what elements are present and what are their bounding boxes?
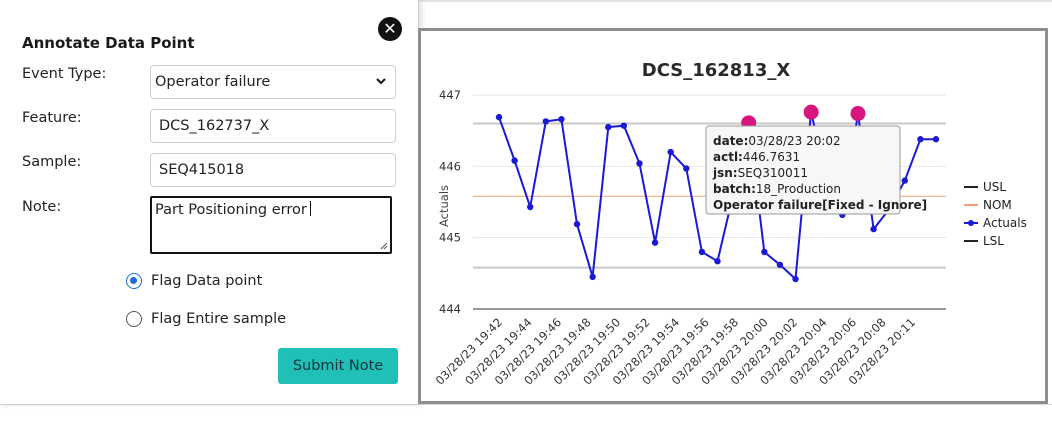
legend-label: USL <box>983 180 1006 194</box>
y-tick-label: 446 <box>439 159 461 173</box>
data-point <box>620 122 628 129</box>
data-point <box>698 248 706 256</box>
data-point <box>917 136 924 143</box>
radio-flag-data-point[interactable]: Flag Data point <box>126 273 262 289</box>
data-tooltip: date:03/28/23 20:02 actl:446.7631 jsn:SE… <box>705 125 927 215</box>
sample-field[interactable]: SEQ415018 <box>150 153 396 187</box>
data-point <box>761 248 768 256</box>
tooltip-event: Operator failure[Fixed - Ignore] <box>713 198 927 212</box>
legend-label: NOM <box>983 198 1012 212</box>
chevron-down-icon <box>375 66 387 110</box>
data-point <box>714 258 721 265</box>
sample-label: Sample: <box>22 154 82 170</box>
page-bottom-border <box>0 404 1052 405</box>
data-point <box>776 261 784 268</box>
data-point <box>667 148 674 156</box>
radio-flag-entire-sample[interactable]: Flag Entire sample <box>126 311 286 327</box>
event-type-select[interactable]: Operator failure <box>150 65 396 99</box>
annotate-modal: Annotate Data Point ✕ Event Type: Operat… <box>0 0 419 404</box>
y-tick-label: 444 <box>439 302 461 316</box>
tooltip-jsn: jsn:SEQ310011 <box>712 166 808 180</box>
feature-value: DCS_162737_X <box>159 118 270 134</box>
chart-title: DCS_162813_X <box>642 60 791 81</box>
data-point <box>542 118 550 125</box>
data-point <box>589 273 596 281</box>
tooltip-date: date:03/28/23 20:02 <box>713 134 841 148</box>
data-point <box>651 239 659 246</box>
legend-marker <box>968 220 974 226</box>
feature-field[interactable]: DCS_162737_X <box>150 109 396 143</box>
event-type-label: Event Type: <box>22 66 107 82</box>
data-point <box>792 275 799 283</box>
y-tick-label: 445 <box>439 231 461 245</box>
tooltip-box <box>705 125 901 215</box>
y-tick-label: 447 <box>439 88 461 102</box>
radio-flag-data-point-label: Flag Data point <box>151 273 263 289</box>
radio-button-checked[interactable] <box>126 273 142 289</box>
close-icon[interactable]: ✕ <box>378 17 402 41</box>
chart-panel: DCS_162813_X Actuals 444 445 446 447 03/28/… <box>418 28 1048 404</box>
resize-handle-icon[interactable] <box>380 242 388 250</box>
flagged-data-point <box>850 106 866 122</box>
tooltip-actl: actl:446.7631 <box>713 150 800 164</box>
data-point <box>605 123 612 131</box>
legend-label: Actuals <box>983 216 1027 230</box>
radio-flag-entire-sample-label: Flag Entire sample <box>151 311 287 327</box>
feature-label: Feature: <box>22 110 82 126</box>
data-point <box>495 113 503 121</box>
note-value: Part Positioning error <box>155 202 307 218</box>
submit-note-button[interactable]: Submit Note <box>278 348 398 384</box>
data-point <box>558 116 565 123</box>
text-caret <box>309 201 311 216</box>
data-point <box>901 177 908 184</box>
modal-title: Annotate Data Point <box>22 34 195 52</box>
data-point <box>870 225 877 233</box>
event-type-value: Operator failure <box>155 74 271 90</box>
data-point <box>932 136 940 143</box>
data-point <box>683 165 690 172</box>
sample-value: SEQ415018 <box>159 162 245 178</box>
flagged-data-point <box>803 104 819 120</box>
data-point <box>636 160 643 167</box>
legend-label: LSL <box>983 234 1004 248</box>
y-axis-label: Actuals <box>437 185 451 227</box>
page-top-border <box>0 0 1052 2</box>
note-label: Note: <box>22 199 62 215</box>
radio-button-unchecked[interactable] <box>126 311 142 327</box>
tooltip-batch: batch:18_Production <box>713 182 841 196</box>
note-textarea[interactable]: Part Positioning error <box>150 196 392 254</box>
data-point <box>573 220 581 228</box>
data-point <box>511 157 518 164</box>
data-point <box>527 203 534 211</box>
